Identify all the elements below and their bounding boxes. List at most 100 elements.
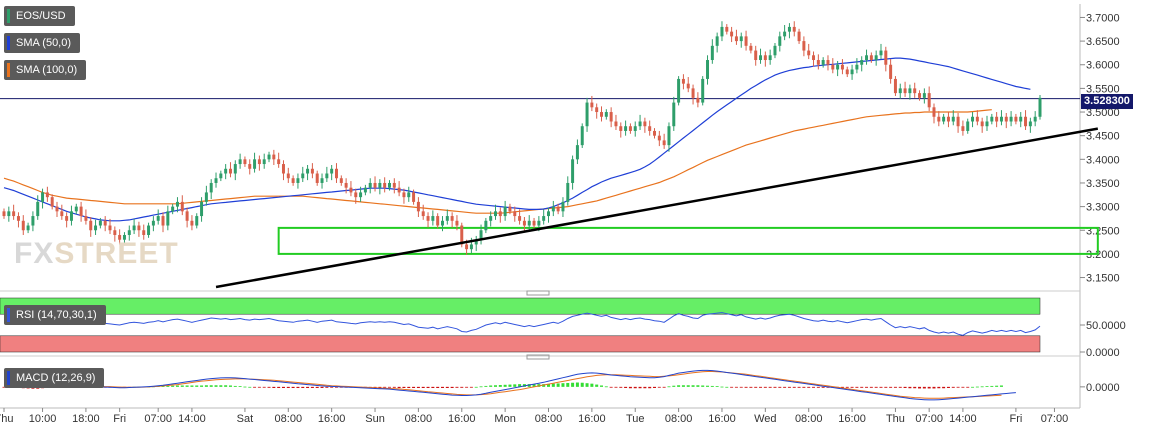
x-tick-label: 14:00: [178, 413, 206, 425]
macd-histogram-bar: [392, 386, 396, 388]
candle-body: [893, 78, 897, 94]
candle-body: [696, 97, 700, 103]
candle-body: [243, 159, 247, 165]
macd-histogram-bar: [450, 386, 454, 388]
macd-histogram-bar: [195, 385, 199, 387]
x-tick-label: Wed: [754, 413, 776, 425]
candle-body: [147, 225, 151, 235]
candle-body: [310, 168, 314, 174]
macd-histogram-bar: [171, 385, 175, 387]
candle-body: [759, 55, 763, 61]
macd-histogram-bar: [754, 386, 758, 388]
candle-body: [373, 182, 377, 188]
macd-histogram-bar: [980, 386, 984, 388]
macd-histogram-bar: [320, 386, 324, 388]
macd-histogram-bar: [503, 384, 507, 387]
y-tick-label: 3.3000: [1086, 202, 1120, 214]
macd-histogram-bar: [840, 386, 844, 388]
macd-histogram-bar: [903, 386, 907, 388]
legend-symbol[interactable]: EOS/USD: [4, 6, 75, 26]
x-tick-label: 16:00: [448, 413, 476, 425]
candle-body: [865, 55, 869, 61]
macd-histogram-bar: [547, 383, 550, 387]
macd-histogram-bar: [219, 385, 223, 387]
x-tick-label: 16:00: [708, 413, 736, 425]
candle-body: [956, 116, 960, 127]
x-tick-label: Thu: [0, 413, 13, 425]
legend-macd[interactable]: MACD (12,26,9): [4, 368, 105, 388]
candle-body: [937, 116, 941, 122]
macd-histogram-bar: [619, 386, 623, 388]
macd-histogram-bar: [200, 385, 204, 387]
candle-body: [691, 88, 695, 98]
sma50-line: [3, 57, 1031, 222]
candle-body: [624, 126, 628, 131]
candle-body: [397, 187, 401, 193]
x-tick-label: 07:00: [144, 413, 172, 425]
macd-histogram-bar: [185, 385, 189, 387]
macd-histogram-bar: [315, 386, 319, 388]
candle-body: [619, 126, 623, 131]
candle-body: [209, 182, 213, 193]
candle-body: [681, 78, 685, 84]
macd-histogram-bar: [701, 385, 705, 387]
macd-histogram-bar: [999, 385, 1003, 387]
candle-body: [436, 216, 440, 226]
candle-body: [604, 112, 608, 117]
panel-resize-handle: [526, 354, 550, 360]
current-price-tag: 3.528300: [1081, 94, 1133, 109]
macd-histogram-bar: [412, 386, 416, 388]
macd-histogram-bar: [787, 386, 791, 388]
macd-histogram-bar: [893, 386, 897, 388]
candle-body: [387, 182, 391, 188]
candle-body: [1028, 121, 1032, 127]
candle-body: [1019, 116, 1023, 122]
macd-histogram-bar: [571, 382, 575, 387]
candle-body: [821, 60, 825, 65]
legend-sma50[interactable]: SMA (50,0): [4, 33, 81, 53]
candle-body: [460, 225, 464, 245]
macd-histogram-bar: [985, 386, 989, 387]
macd-histogram-bar: [479, 386, 483, 388]
macd-histogram-bar: [494, 385, 497, 387]
candle-body: [614, 121, 618, 127]
macd-histogram-bar: [966, 386, 970, 388]
candle-body: [416, 201, 420, 212]
candle-body: [219, 173, 223, 179]
macd-histogram-bar: [653, 386, 657, 388]
candle-body: [975, 116, 979, 122]
legend-sma100[interactable]: SMA (100,0): [4, 60, 87, 80]
candle-body: [113, 230, 117, 235]
macd-histogram-bar: [874, 386, 878, 388]
macd-histogram-bar: [334, 386, 338, 388]
y-tick-label: 3.5500: [1086, 83, 1120, 95]
rsi-swatch: [7, 308, 10, 322]
x-tick-label: 07:00: [915, 413, 943, 425]
candle-body: [575, 145, 579, 160]
macd-histogram-bar: [783, 386, 787, 388]
candle-body: [180, 201, 184, 212]
candle-body: [672, 102, 676, 127]
candle-body: [730, 31, 734, 37]
candle-body: [132, 225, 136, 231]
macd-histogram-bar: [734, 386, 738, 388]
x-tick-label: 18:00: [72, 413, 100, 425]
macd-histogram-bar: [956, 386, 960, 388]
candle-body: [826, 60, 830, 65]
macd-histogram-bar: [209, 385, 213, 387]
candle-body: [739, 36, 743, 42]
candle-body: [710, 45, 714, 61]
fxstreet-watermark: FXSTREET: [14, 237, 179, 270]
candle-body: [677, 78, 681, 103]
macd-histogram-bar: [204, 385, 208, 387]
candle-body: [715, 36, 719, 46]
macd-histogram-bar: [951, 386, 955, 388]
legend-rsi[interactable]: RSI (14,70,30,1): [4, 305, 106, 325]
macd-histogram-bar: [431, 386, 435, 388]
candle-body: [185, 211, 189, 221]
macd-histogram-bar: [281, 386, 285, 388]
rsi-tick-label: 0.0000: [1086, 347, 1120, 359]
macd-histogram-bar: [638, 386, 642, 389]
candle-body: [797, 31, 801, 42]
macd-histogram-bar: [421, 386, 425, 388]
